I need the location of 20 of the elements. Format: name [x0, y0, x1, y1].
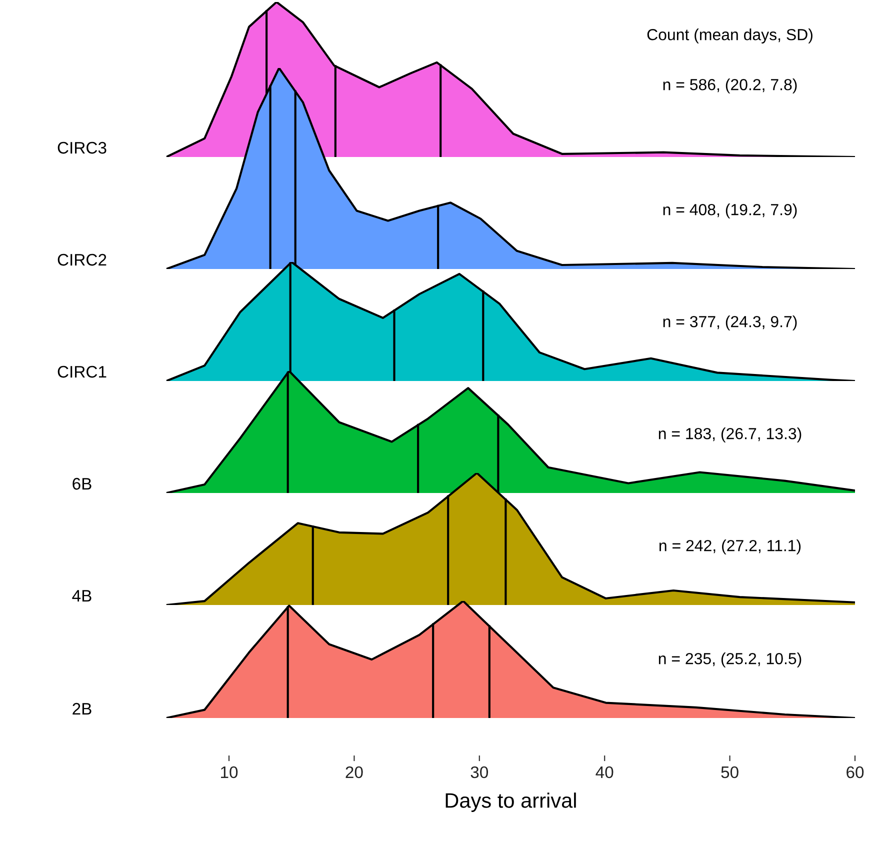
y-axis-title: 4B: [72, 590, 92, 602]
y-axis-title: 6B: [72, 478, 92, 490]
annotation: Count (mean days, SD): [647, 28, 812, 44]
annotation: n = 235, (25.2, 10.5): [658, 652, 802, 668]
y-axis-title: CIRC3: [58, 142, 106, 154]
annotation: n = 242, (27.2, 11.1): [660, 540, 801, 554]
x-tick-label: 50: [721, 766, 738, 778]
x-tick-label: 60: [846, 766, 864, 778]
annotation: n = 408, (19.2, 7.9): [663, 204, 797, 218]
annotation: n = 183, (26.7, 13.3): [658, 428, 802, 442]
x-tick-label: 20: [346, 766, 363, 778]
annotation: n = 377, (24.3, 9.7): [663, 316, 797, 330]
y-axis-title: CIRC1: [58, 366, 106, 378]
y-axis-title: CIRC2: [58, 254, 106, 266]
x-tick-label: 30: [470, 766, 488, 778]
x-tick-label: 10: [221, 766, 238, 778]
y-axis-title: 2B: [72, 702, 92, 715]
x-tick-label: 40: [596, 766, 614, 778]
annotation: n = 586, (20.2, 7.8): [663, 78, 797, 94]
x-axis-title: Days to arrival: [446, 792, 576, 812]
